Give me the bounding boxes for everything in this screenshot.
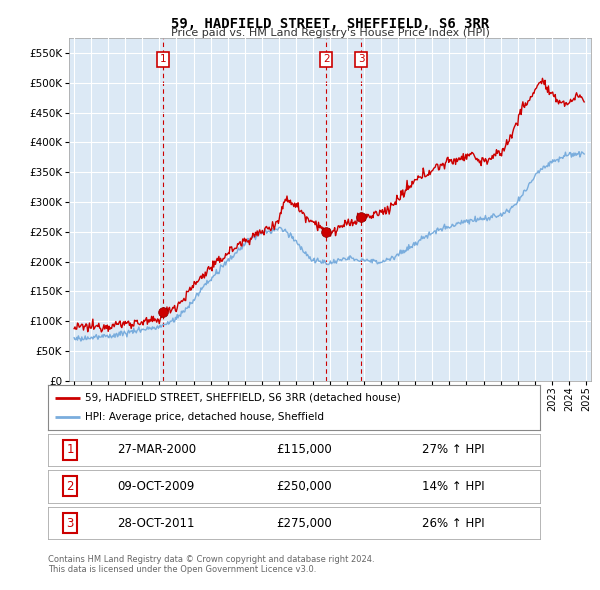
Text: Price paid vs. HM Land Registry's House Price Index (HPI): Price paid vs. HM Land Registry's House … — [170, 28, 490, 38]
Text: 1: 1 — [67, 443, 74, 457]
Text: £115,000: £115,000 — [276, 443, 332, 457]
Text: 1: 1 — [160, 54, 167, 64]
Text: 28-OCT-2011: 28-OCT-2011 — [118, 516, 195, 530]
Text: Contains HM Land Registry data © Crown copyright and database right 2024.: Contains HM Land Registry data © Crown c… — [48, 555, 374, 563]
Text: 59, HADFIELD STREET, SHEFFIELD, S6 3RR: 59, HADFIELD STREET, SHEFFIELD, S6 3RR — [171, 17, 489, 31]
Text: 09-OCT-2009: 09-OCT-2009 — [118, 480, 195, 493]
Text: 2: 2 — [67, 480, 74, 493]
Text: 27% ↑ HPI: 27% ↑ HPI — [422, 443, 485, 457]
Text: 2: 2 — [323, 54, 329, 64]
Text: 14% ↑ HPI: 14% ↑ HPI — [422, 480, 485, 493]
Text: 27-MAR-2000: 27-MAR-2000 — [116, 443, 196, 457]
Text: 59, HADFIELD STREET, SHEFFIELD, S6 3RR (detached house): 59, HADFIELD STREET, SHEFFIELD, S6 3RR (… — [85, 393, 401, 402]
Text: This data is licensed under the Open Government Licence v3.0.: This data is licensed under the Open Gov… — [48, 565, 316, 574]
Text: £250,000: £250,000 — [276, 480, 332, 493]
Text: HPI: Average price, detached house, Sheffield: HPI: Average price, detached house, Shef… — [85, 412, 324, 422]
Text: 3: 3 — [358, 54, 364, 64]
Text: £275,000: £275,000 — [276, 516, 332, 530]
Text: 26% ↑ HPI: 26% ↑ HPI — [422, 516, 485, 530]
Text: 3: 3 — [67, 516, 74, 530]
